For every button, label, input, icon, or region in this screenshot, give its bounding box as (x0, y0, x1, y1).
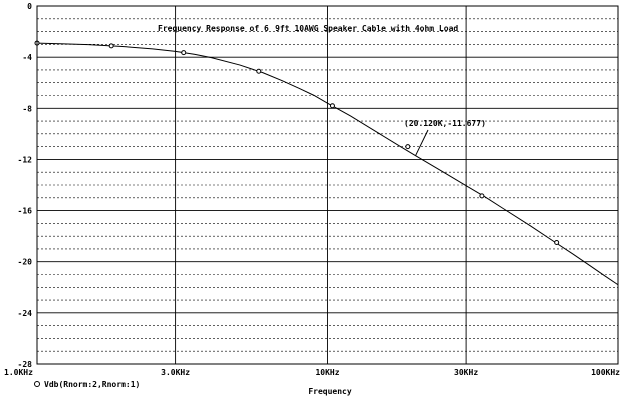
data-point-marker (108, 43, 114, 49)
chart-title: Frequency Response of 69ft 10AWG Speake… (158, 23, 458, 33)
series-line (36, 42, 619, 286)
y-tick-label: 0 (27, 2, 32, 11)
legend-entry: Vdb(Rnorm:2,Rnorm:1) (44, 380, 140, 389)
data-point-marker (181, 50, 187, 56)
data-point-marker (256, 68, 262, 74)
data-point-marker (405, 144, 411, 150)
y-tick-label: -4 (22, 53, 32, 62)
annotation-label: (20.120K,-11.677) (404, 119, 486, 128)
legend-marker (34, 381, 40, 387)
data-point-marker (479, 193, 485, 199)
data-point-marker (329, 103, 335, 109)
annotation-leader-line (415, 129, 429, 156)
y-tick-label: -20 (18, 258, 33, 267)
y-tick-label: -28 (18, 360, 33, 369)
x-tick-label: 30KHz (454, 368, 478, 377)
x-tick-label: 100KHz (591, 368, 620, 377)
x-tick-label: 3.0KHz (161, 368, 190, 377)
y-tick-label: -8 (22, 104, 32, 113)
x-tick-label: 10KHz (315, 368, 339, 377)
y-tick-label: -24 (18, 309, 33, 318)
x-axis-label: Frequency (308, 387, 352, 396)
y-tick-label: -12 (18, 155, 33, 164)
x-tick-label: 1.0KHz (4, 368, 33, 377)
plot-frame (36, 5, 619, 365)
y-tick-label: -16 (18, 207, 33, 216)
data-point-marker (554, 240, 560, 246)
